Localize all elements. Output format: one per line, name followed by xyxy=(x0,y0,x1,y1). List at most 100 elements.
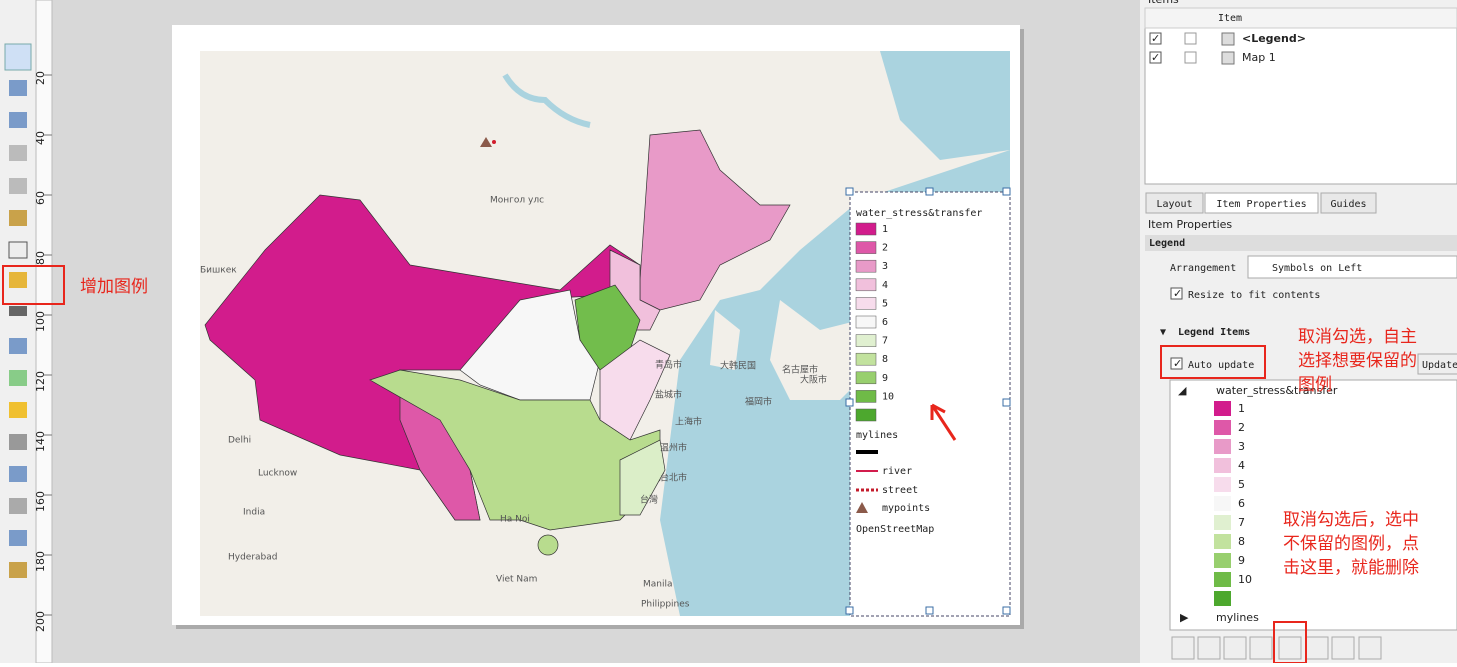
map-label: 台灣 xyxy=(640,494,658,506)
map-label: 台北市 xyxy=(660,472,687,484)
highlight-box xyxy=(2,265,65,305)
map-label: Монгол улс xyxy=(490,196,544,206)
tree-label: 9 xyxy=(1238,554,1245,567)
legend-swatch xyxy=(855,241,877,254)
tool[interactable] xyxy=(9,402,27,418)
item-icon xyxy=(1221,51,1235,65)
handle[interactable] xyxy=(925,606,934,615)
remove-button[interactable] xyxy=(1278,636,1302,660)
ruler-label: 180 xyxy=(34,551,47,572)
tree-swatch xyxy=(1214,420,1231,435)
map-label: India xyxy=(243,508,265,518)
tab[interactable] xyxy=(1320,192,1377,214)
tool[interactable] xyxy=(9,434,27,450)
point xyxy=(492,140,496,144)
korea xyxy=(710,310,740,370)
select-tool[interactable] xyxy=(4,43,32,71)
map-label: Manila xyxy=(643,580,673,590)
tool[interactable] xyxy=(9,562,27,578)
legend-label: 6 xyxy=(882,317,888,328)
handle[interactable] xyxy=(925,187,934,196)
legend-label: 9 xyxy=(882,373,888,384)
ruler-label: 100 xyxy=(34,311,47,332)
legend-item[interactable] xyxy=(849,191,1011,617)
checkbox[interactable] xyxy=(1170,287,1183,300)
tool[interactable] xyxy=(9,530,27,546)
check: ✓ xyxy=(1151,51,1160,64)
tool[interactable] xyxy=(9,112,27,128)
button[interactable] xyxy=(1358,636,1382,660)
button[interactable] xyxy=(1305,636,1329,660)
ruler-label: 160 xyxy=(34,491,47,512)
tree-label: 5 xyxy=(1238,478,1245,491)
tab[interactable] xyxy=(1145,192,1204,214)
tab[interactable] xyxy=(1204,192,1319,214)
handle[interactable] xyxy=(845,187,854,196)
ruler-label: 20 xyxy=(34,71,47,85)
handle[interactable] xyxy=(1002,398,1011,407)
checkbox-label: Auto update xyxy=(1188,360,1254,371)
update-button[interactable] xyxy=(1417,353,1457,375)
tool[interactable] xyxy=(9,498,27,514)
ruler-label: 60 xyxy=(34,191,47,205)
check: ✓ xyxy=(1173,357,1182,370)
legend-swatch xyxy=(855,334,877,347)
map-label: Lucknow xyxy=(258,469,297,479)
dropdown[interactable] xyxy=(1247,255,1457,279)
ruler-label: 80 xyxy=(34,251,47,265)
tool[interactable] xyxy=(8,241,28,259)
item-name: Map 1 xyxy=(1242,51,1276,64)
tree-items: 1 2 3 4 5 6 7 8 9 10 xyxy=(1214,401,1252,606)
items-header xyxy=(1144,7,1457,29)
button[interactable] xyxy=(1223,636,1247,660)
handle[interactable] xyxy=(1002,606,1011,615)
tree-swatch xyxy=(1214,439,1231,454)
legend-swatch xyxy=(855,278,877,292)
dropdown-value: Symbols on Left xyxy=(1272,263,1362,274)
checkbox[interactable] xyxy=(1149,51,1162,64)
panel-title: Items xyxy=(1148,0,1179,6)
tree-label: 2 xyxy=(1238,421,1245,434)
tool[interactable] xyxy=(9,210,27,226)
legend-label: 5 xyxy=(882,298,888,309)
checkbox[interactable] xyxy=(1149,32,1162,45)
check: ✓ xyxy=(1151,32,1160,45)
legend-title: water_stress&transfer xyxy=(856,208,982,219)
tool[interactable] xyxy=(9,338,27,354)
handle[interactable] xyxy=(845,606,854,615)
items: ✓ <Legend> ✓ Map 1 xyxy=(1149,32,1306,65)
legend-swatch xyxy=(855,222,877,236)
tool[interactable] xyxy=(9,306,27,316)
handle[interactable] xyxy=(845,398,854,407)
add-legend-tool[interactable] xyxy=(9,272,27,288)
map-label: 大阪市 xyxy=(800,374,827,386)
tabs[interactable]: Layout Item Properties Guides xyxy=(1145,192,1377,214)
tree-label: 6 xyxy=(1238,497,1245,510)
annotation: 增加图例 xyxy=(80,277,148,297)
tool[interactable] xyxy=(9,80,27,96)
legend-label: 8 xyxy=(882,354,888,365)
toolbar xyxy=(0,0,36,663)
map-label: 上海市 xyxy=(675,416,702,428)
map-label: Hyderabad xyxy=(228,553,278,563)
region xyxy=(204,194,641,521)
button[interactable] xyxy=(1249,636,1273,660)
legend-label: 1 xyxy=(882,224,888,235)
tool-icons[interactable] xyxy=(4,43,32,578)
button[interactable] xyxy=(1171,636,1195,660)
point xyxy=(480,137,492,147)
button[interactable] xyxy=(1197,636,1221,660)
tree-swatch xyxy=(1214,496,1231,511)
handle[interactable] xyxy=(1002,187,1011,196)
button[interactable] xyxy=(1331,636,1355,660)
tool[interactable] xyxy=(9,370,27,386)
tool[interactable] xyxy=(9,145,27,161)
legend-symbol xyxy=(856,502,868,513)
tool[interactable] xyxy=(9,178,27,194)
tool[interactable] xyxy=(9,466,27,482)
ruler-ticks: 20 40 60 80 100 120 140 160 180 200 xyxy=(34,71,52,632)
tree-label: 8 xyxy=(1238,535,1245,548)
tree-swatch xyxy=(1214,401,1231,416)
legend-swatch xyxy=(855,315,877,329)
checkbox[interactable] xyxy=(1170,357,1183,370)
